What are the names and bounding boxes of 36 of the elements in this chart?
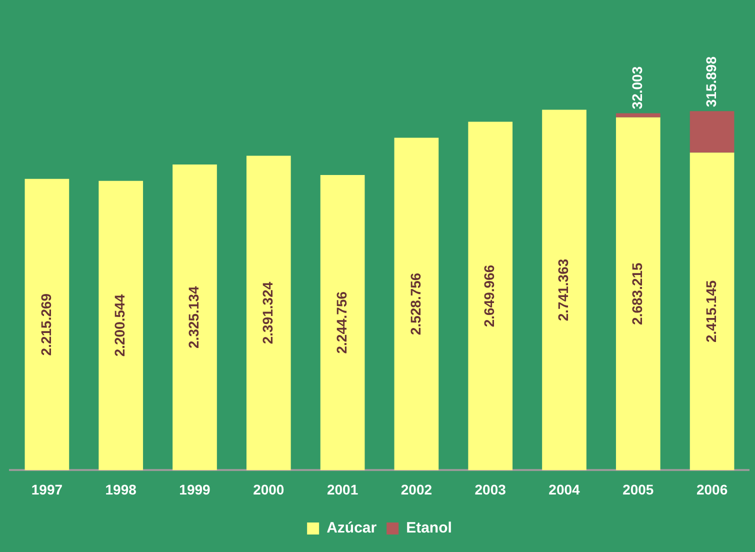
bar [246,156,291,470]
data-label: 2.391.324 [260,282,276,344]
data-label: 2.741.363 [555,258,572,322]
x-tick-label: 1999 [179,481,211,498]
data-label: 2.649.966 [481,264,498,328]
x-tick-label: 2000 [253,481,284,498]
x-tick-label: 2002 [400,481,432,498]
legend-label: Etanol [406,520,452,537]
x-tick-label: 1998 [105,481,137,498]
data-label: 2.528.756 [407,272,424,336]
data-label: 2.215.269 [38,293,54,356]
bar [616,117,660,470]
x-tick-label: 2006 [696,481,728,498]
bar [468,122,513,470]
bar [98,180,144,470]
bar [320,175,365,470]
bar [394,138,439,470]
x-tick-label: 2001 [326,481,358,498]
x-tick-label: 2003 [474,481,506,498]
bar [542,110,586,470]
data-label: 2.200.544 [112,294,128,357]
data-label: 2.683.215 [629,262,646,325]
data-label: 32.003 [629,66,646,110]
bar [690,111,734,153]
bar [616,113,660,118]
bar [172,164,217,470]
data-label: 2.244.756 [333,291,350,354]
data-label: 2.415.145 [702,280,719,343]
x-tick-label: 2005 [622,481,654,498]
legend-label: Azúcar [326,520,377,537]
bar [24,178,70,470]
x-tick-label: 2004 [548,481,580,498]
bar [690,152,734,470]
x-tick-label: 1997 [31,481,63,498]
data-label: 2.325.134 [186,286,202,348]
data-label: 315.898 [702,56,719,108]
